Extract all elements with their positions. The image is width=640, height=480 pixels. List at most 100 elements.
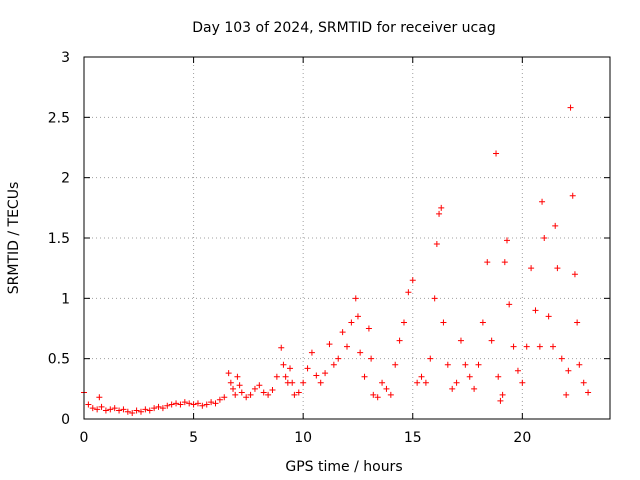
data-point	[94, 406, 101, 413]
data-point	[146, 407, 153, 414]
data-point	[433, 241, 440, 248]
data-point	[107, 406, 114, 413]
y-tick-label: 2	[61, 171, 70, 187]
data-point	[554, 265, 561, 272]
data-point	[475, 361, 482, 368]
data-point	[354, 313, 361, 320]
data-point	[453, 379, 460, 386]
data-point	[238, 389, 245, 396]
data-point	[308, 349, 315, 356]
data-point	[370, 391, 377, 398]
data-point	[438, 204, 445, 211]
data-point	[488, 337, 495, 344]
data-point	[427, 355, 434, 362]
data-point	[493, 150, 500, 157]
data-point	[514, 367, 521, 374]
data-point	[497, 397, 504, 404]
data-point	[558, 355, 565, 362]
x-tick-label: 20	[513, 430, 531, 446]
data-point	[495, 373, 502, 380]
plot-area-frame	[83, 56, 611, 420]
data-point	[436, 210, 443, 217]
data-point	[212, 400, 219, 407]
data-point	[550, 343, 557, 350]
data-point	[536, 343, 543, 350]
chart-title: Day 103 of 2024, SRMTID for receiver uca…	[192, 20, 495, 36]
data-point	[260, 389, 267, 396]
data-point	[208, 399, 215, 406]
data-point	[576, 361, 583, 368]
data-point	[400, 319, 407, 326]
data-point	[574, 319, 581, 326]
data-point	[585, 389, 592, 396]
data-point	[300, 379, 307, 386]
data-point	[98, 403, 105, 410]
data-point	[313, 372, 320, 379]
data-point	[151, 405, 158, 412]
data-point	[227, 379, 234, 386]
data-point	[339, 329, 346, 336]
data-point	[289, 379, 296, 386]
data-point	[326, 341, 333, 348]
data-point	[304, 365, 311, 372]
data-point	[282, 373, 289, 380]
data-point	[440, 319, 447, 326]
y-axis-label: SRMTID / TECUs	[6, 182, 22, 295]
y-tick-label: 0.5	[48, 352, 70, 368]
data-point	[168, 401, 175, 408]
data-point	[330, 361, 337, 368]
data-point	[102, 407, 109, 414]
x-axis-label: GPS time / hours	[285, 459, 402, 475]
data-point	[225, 370, 232, 377]
data-point	[466, 373, 473, 380]
y-tick-label: 2.5	[48, 110, 70, 126]
data-point	[85, 401, 92, 408]
data-point	[344, 343, 350, 350]
data-point	[418, 373, 425, 380]
data-point	[124, 408, 131, 415]
data-point	[565, 367, 572, 374]
data-point	[190, 401, 197, 408]
data-point	[256, 382, 263, 389]
x-tick-label: 0	[80, 430, 89, 446]
data-point	[545, 313, 552, 320]
data-point	[181, 399, 188, 406]
data-point	[164, 402, 171, 409]
data-point	[177, 401, 184, 408]
y-tick-label: 1	[61, 291, 70, 307]
data-point	[365, 325, 372, 332]
data-point	[322, 370, 329, 377]
data-point	[523, 343, 530, 350]
data-point	[444, 361, 451, 368]
data-point	[236, 382, 243, 389]
data-point	[506, 301, 513, 308]
data-point	[396, 337, 403, 344]
y-tick-label: 1.5	[48, 231, 70, 247]
data-point	[449, 385, 456, 392]
data-point	[142, 406, 149, 413]
data-point	[499, 391, 506, 398]
data-point	[273, 373, 280, 380]
data-point	[552, 222, 559, 229]
data-point	[287, 365, 294, 372]
data-points	[81, 104, 592, 416]
data-point	[230, 385, 237, 392]
data-point	[216, 396, 223, 403]
data-point	[269, 387, 276, 394]
data-point	[361, 373, 368, 380]
grid	[84, 57, 610, 419]
data-point	[387, 391, 394, 398]
data-point	[278, 344, 285, 351]
data-point	[383, 385, 390, 392]
data-point	[368, 355, 375, 362]
data-point	[563, 391, 570, 398]
data-point	[199, 402, 206, 409]
data-point	[251, 385, 258, 392]
data-point	[111, 405, 118, 412]
data-point	[539, 198, 546, 205]
data-point	[335, 355, 342, 362]
data-point	[155, 403, 162, 410]
data-point	[431, 295, 438, 302]
